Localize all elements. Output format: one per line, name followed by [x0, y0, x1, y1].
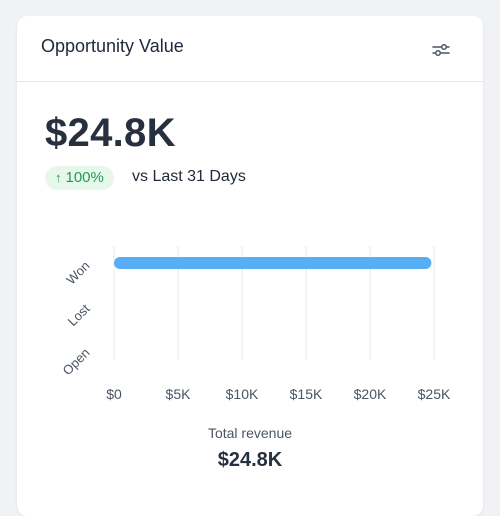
x-tick-label: $20K: [354, 386, 387, 402]
card-title: Opportunity Value: [41, 36, 184, 56]
x-tick-label: $0: [106, 386, 122, 402]
x-tick-label: $5K: [166, 386, 192, 402]
opportunity-bar-chart: $0 $5K $10K $15K $20K $25K Won Lost Open: [60, 246, 451, 402]
total-revenue-label: Total revenue: [207, 425, 293, 441]
sliders-icon: [432, 43, 450, 57]
trend-badge: ↑ 100%: [45, 166, 114, 190]
x-tick-label: $10K: [226, 386, 259, 402]
bar-won[interactable]: [114, 257, 432, 269]
total-revenue-value: $24.8K: [217, 449, 283, 471]
card-header: Opportunity Value: [17, 16, 483, 82]
opportunity-value-card: Opportunity Value $24.8K ↑ 100% vs Last …: [17, 16, 483, 516]
category-label: Won: [63, 258, 92, 287]
settings-button[interactable]: [427, 36, 455, 64]
trend-percent: 100%: [65, 169, 104, 186]
arrow-up-icon: ↑: [55, 170, 62, 185]
category-label: Lost: [65, 301, 93, 329]
category-label: Open: [60, 345, 93, 378]
x-tick-label: $15K: [290, 386, 323, 402]
opportunity-total-value: $24.8K: [45, 111, 176, 155]
x-tick-label: $25K: [418, 386, 451, 402]
compare-period-label: vs Last 31 Days: [132, 168, 246, 185]
